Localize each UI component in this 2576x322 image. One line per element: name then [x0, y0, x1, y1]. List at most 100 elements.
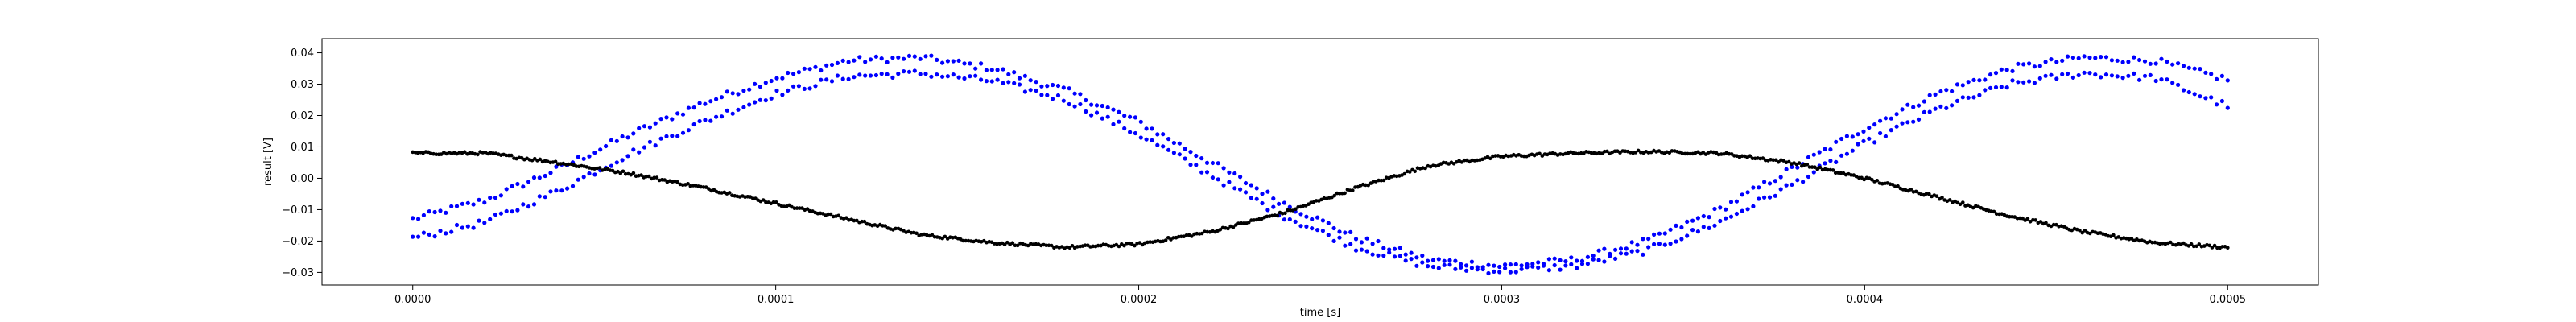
data-point [890, 75, 895, 80]
data-point [763, 98, 768, 103]
data-point [1971, 95, 1976, 100]
data-point [2210, 246, 2215, 250]
data-point [2186, 244, 2191, 248]
data-point [1039, 84, 1044, 89]
data-point [1075, 245, 1080, 249]
data-point [1430, 264, 1436, 270]
data-point [973, 73, 978, 78]
data-point [2004, 85, 2009, 90]
data-point [1548, 151, 1552, 155]
data-point [2032, 80, 2037, 85]
data-point [1960, 83, 1965, 88]
data-point [1916, 103, 1922, 108]
data-point [1001, 67, 1005, 72]
data-point [1750, 156, 1755, 160]
data-point [675, 134, 680, 138]
data-point [421, 213, 427, 217]
data-point [1748, 154, 1752, 158]
data-point [1221, 183, 1226, 188]
data-point [708, 118, 713, 123]
data-point [2220, 245, 2225, 249]
data-point [691, 184, 696, 188]
data-point [1762, 180, 1767, 184]
data-point [438, 229, 443, 233]
data-point [1999, 67, 2004, 72]
data-point [1519, 266, 1524, 271]
data-point [1883, 134, 1888, 138]
data-point [1894, 112, 1899, 117]
data-point [1298, 212, 1303, 217]
data-point [1701, 225, 1706, 229]
data-point [896, 72, 901, 76]
data-point [1480, 266, 1485, 272]
data-point [1138, 119, 1143, 124]
data-point [1811, 170, 1816, 175]
data-point [1944, 88, 1949, 93]
data-point [2115, 58, 2120, 63]
data-point [1740, 192, 1744, 197]
data-point [1488, 156, 1492, 161]
data-point [1055, 83, 1061, 89]
data-point [796, 70, 802, 75]
data-point [652, 175, 656, 180]
data-point [1218, 228, 1223, 232]
data-point [1530, 264, 1535, 269]
data-point [2176, 61, 2181, 66]
data-point [1714, 151, 1719, 155]
data-point [2192, 66, 2197, 71]
data-point [2065, 54, 2070, 59]
data-point [1728, 214, 1734, 219]
data-point [1459, 265, 1463, 270]
data-point [2225, 78, 2230, 83]
data-point [2060, 58, 2065, 63]
data-point [1579, 262, 1585, 266]
data-point [482, 221, 487, 225]
data-point [1133, 115, 1137, 120]
data-point [1773, 193, 1777, 198]
data-point [1696, 150, 1700, 155]
data-point [802, 66, 807, 71]
data-point [1005, 240, 1009, 245]
data-point [1988, 72, 1993, 77]
data-point [1084, 109, 1088, 114]
data-point [906, 53, 912, 58]
data-point [1745, 190, 1750, 195]
data-point [1331, 225, 1336, 231]
data-point [727, 191, 732, 195]
data-point [962, 76, 967, 81]
data-point [1878, 130, 1883, 136]
data-point [1343, 243, 1348, 248]
data-point [829, 79, 835, 84]
data-point [786, 88, 791, 93]
data-point [2017, 216, 2022, 221]
data-point [1138, 135, 1143, 140]
data-point [1563, 259, 1568, 264]
data-point [1732, 154, 1736, 158]
data-point [712, 188, 716, 192]
data-point [2126, 73, 2131, 78]
data-point [2044, 221, 2048, 225]
data-point [1999, 85, 2004, 89]
data-point [1094, 110, 1100, 115]
data-point [686, 182, 690, 186]
data-point [1381, 178, 1386, 183]
data-point [1679, 225, 1684, 230]
data-point [1834, 139, 1839, 144]
y-tick-label: −0.03 [282, 267, 314, 279]
data-point [1585, 262, 1590, 266]
data-point [1817, 150, 1822, 155]
data-point [1426, 258, 1430, 263]
data-point [576, 155, 580, 159]
data-point [1163, 238, 1168, 242]
data-point [493, 196, 498, 200]
data-point [719, 95, 724, 100]
data-point [1216, 161, 1220, 166]
data-point [1889, 116, 1893, 121]
data-point [1679, 237, 1684, 242]
data-point [1017, 82, 1022, 87]
data-point [761, 198, 766, 202]
data-point [1453, 258, 1458, 263]
data-point [786, 70, 791, 76]
data-point [1010, 241, 1015, 246]
data-point [1199, 231, 1204, 236]
